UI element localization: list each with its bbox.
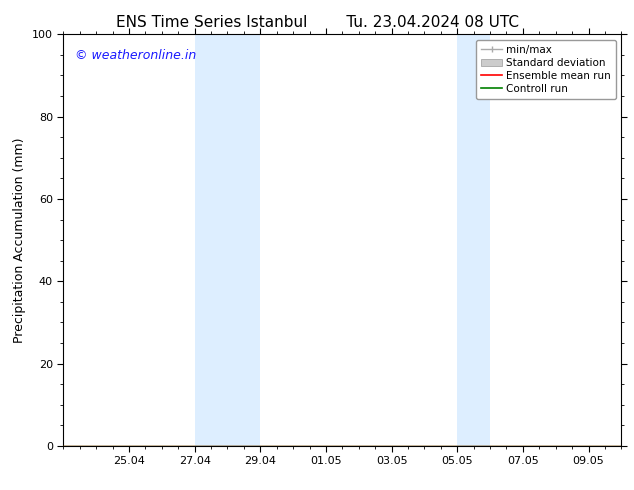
- Bar: [457, 34, 490, 446]
- Legend: min/max, Standard deviation, Ensemble mean run, Controll run: min/max, Standard deviation, Ensemble me…: [476, 40, 616, 99]
- Text: ENS Time Series Istanbul        Tu. 23.04.2024 08 UTC: ENS Time Series Istanbul Tu. 23.04.2024 …: [115, 15, 519, 30]
- Y-axis label: Precipitation Accumulation (mm): Precipitation Accumulation (mm): [13, 137, 27, 343]
- Text: © weatheronline.in: © weatheronline.in: [75, 49, 196, 62]
- Bar: [195, 34, 261, 446]
